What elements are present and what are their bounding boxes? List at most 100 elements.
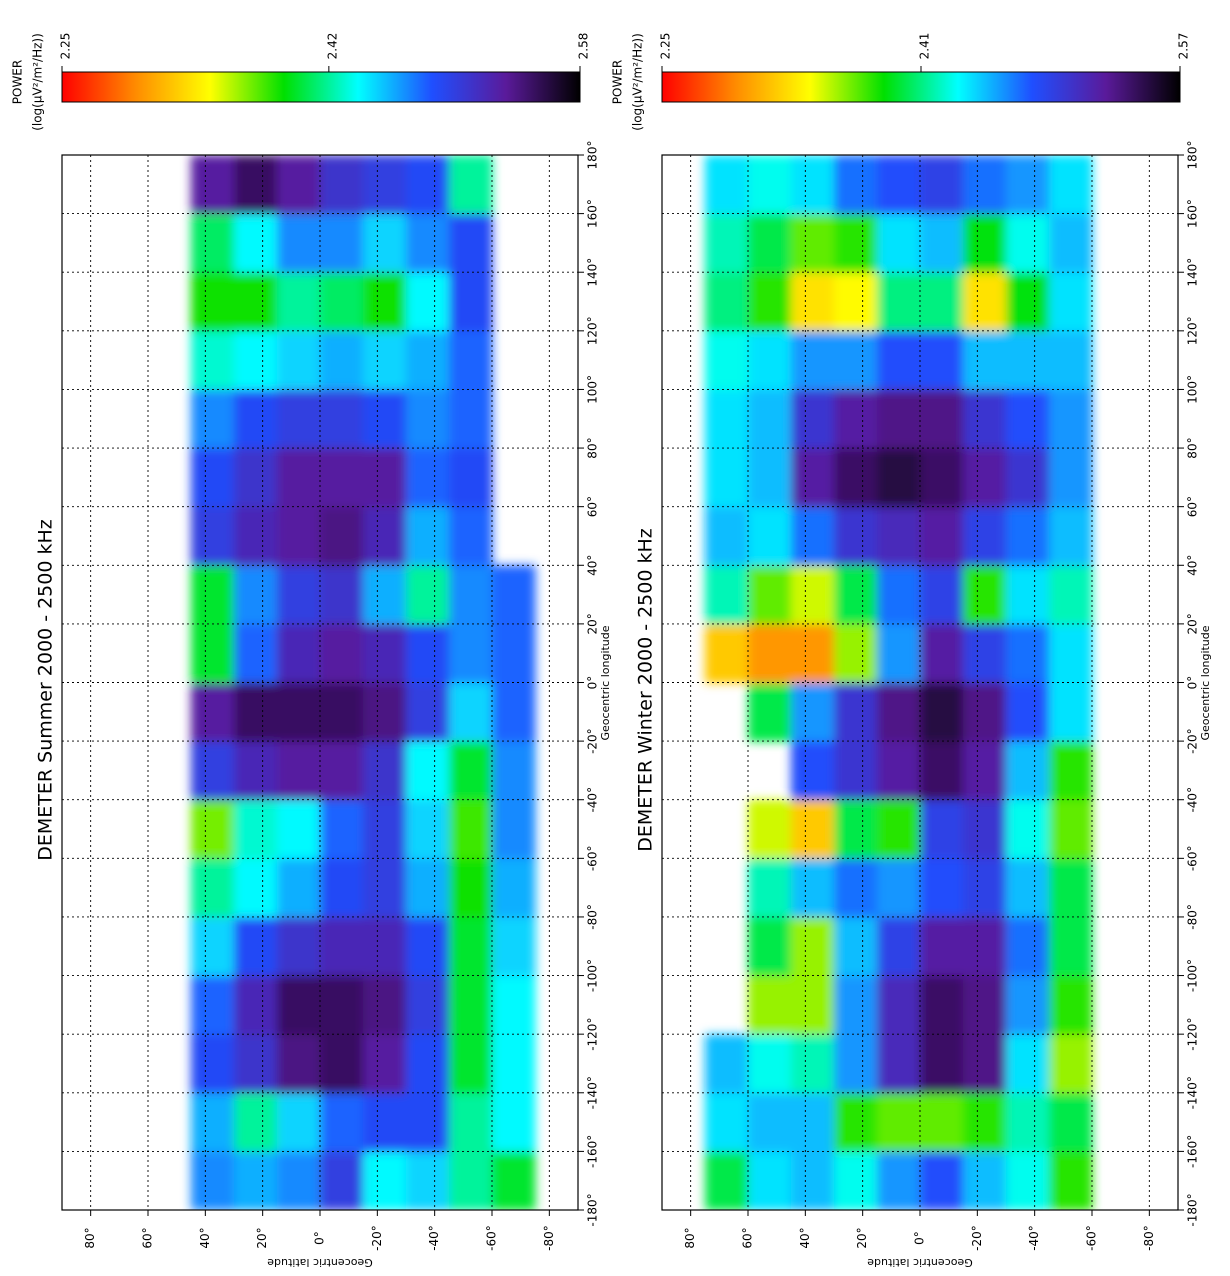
heat-cell	[920, 448, 964, 508]
heat-cell	[406, 623, 450, 683]
heat-cell	[406, 975, 450, 1035]
heat-cell	[492, 1151, 536, 1210]
heat-cell	[234, 213, 278, 273]
heat-cell	[963, 682, 1007, 742]
heat-cell	[1006, 975, 1050, 1035]
heat-cell	[449, 506, 493, 566]
heat-cell	[963, 272, 1007, 332]
heat-cell	[492, 741, 536, 801]
y-tick-label: 20°	[255, 1227, 269, 1248]
heat-cell	[191, 1092, 235, 1152]
heat-cell	[877, 975, 921, 1035]
heat-cell	[920, 389, 964, 449]
heat-cell	[1006, 330, 1050, 390]
heat-cell	[1006, 213, 1050, 273]
heat-cell	[234, 448, 278, 508]
heat-cell	[406, 682, 450, 742]
heat-cell	[748, 1092, 792, 1152]
heat-cell	[406, 155, 450, 215]
heat-cell	[791, 1151, 835, 1210]
heat-cell	[705, 623, 749, 683]
colorbar-units: (log(µV²/m²/Hz))	[31, 33, 45, 131]
heat-cell	[320, 1092, 364, 1152]
heat-cell	[1049, 799, 1093, 859]
heat-cell	[449, 682, 493, 742]
heat-cell	[449, 155, 493, 215]
x-tick-label: -100°	[1186, 959, 1200, 992]
heat-cell	[877, 448, 921, 508]
heat-cell	[363, 623, 407, 683]
heat-cell	[449, 448, 493, 508]
heat-cell	[748, 155, 792, 215]
heat-cell	[834, 155, 878, 215]
y-tick-label: -20°	[970, 1225, 984, 1251]
heat-cell	[748, 1034, 792, 1094]
heat-cell	[877, 741, 921, 801]
heat-cell	[834, 799, 878, 859]
heat-cell	[320, 330, 364, 390]
heat-cell	[363, 916, 407, 977]
x-tick-label: 60°	[586, 496, 600, 517]
heat-cell	[1049, 682, 1093, 742]
heat-cell	[492, 858, 536, 918]
x-tick-label: 40°	[1186, 555, 1200, 576]
heat-cell	[834, 741, 878, 801]
heat-cell	[406, 1092, 450, 1152]
heat-cell	[1049, 623, 1093, 683]
heat-cell	[877, 272, 921, 332]
y-axis-label: Geocentric latitude	[267, 1256, 373, 1269]
x-tick-label: 80°	[586, 437, 600, 458]
heat-cell	[748, 916, 792, 977]
heat-cell	[920, 682, 964, 742]
colorbar-tick-label: 2.25	[59, 33, 73, 60]
heat-cell	[191, 1151, 235, 1210]
heat-cell	[1049, 272, 1093, 332]
heat-cell	[277, 799, 321, 859]
heat-cell	[363, 1092, 407, 1152]
heat-cell	[191, 799, 235, 859]
heat-cell	[920, 623, 964, 683]
heat-cell	[363, 975, 407, 1035]
heat-cell	[406, 858, 450, 918]
heat-cell	[791, 1034, 835, 1094]
heat-cell	[1049, 1151, 1093, 1210]
heat-cell	[277, 155, 321, 215]
heat-cell	[406, 213, 450, 273]
heat-cell	[277, 565, 321, 625]
heat-cell	[277, 272, 321, 332]
heat-cell	[963, 506, 1007, 566]
heat-cell	[277, 741, 321, 801]
plot-frame	[661, 154, 1179, 1211]
heat-cell	[1049, 565, 1093, 625]
heat-cell	[363, 858, 407, 918]
y-tick-label: 0°	[313, 1231, 327, 1245]
heat-cell	[705, 448, 749, 508]
heat-cell	[834, 1034, 878, 1094]
heat-cell	[1006, 741, 1050, 801]
x-tick-label: -100°	[586, 959, 600, 992]
heat-cell	[1049, 506, 1093, 566]
y-tick-label: -40°	[427, 1225, 441, 1251]
heat-cell	[191, 916, 235, 977]
heat-cell	[449, 799, 493, 859]
heat-cell	[320, 741, 364, 801]
heat-cell	[320, 858, 364, 918]
heat-cell	[449, 975, 493, 1035]
heat-cell	[406, 272, 450, 332]
heat-cell	[920, 213, 964, 273]
heat-cell	[191, 272, 235, 332]
heat-cell	[363, 155, 407, 215]
heat-cell	[449, 916, 493, 977]
x-tick-label: -180°	[1186, 1193, 1200, 1226]
heat-cell	[320, 1034, 364, 1094]
heat-cell	[963, 448, 1007, 508]
heat-cell	[963, 623, 1007, 683]
heat-cell	[1006, 1092, 1050, 1152]
heat-cell	[191, 682, 235, 742]
heat-cell	[791, 682, 835, 742]
heat-cell	[748, 682, 792, 742]
heat-cell	[406, 330, 450, 390]
x-tick-label: -40°	[586, 787, 600, 813]
heat-cell	[791, 1092, 835, 1152]
